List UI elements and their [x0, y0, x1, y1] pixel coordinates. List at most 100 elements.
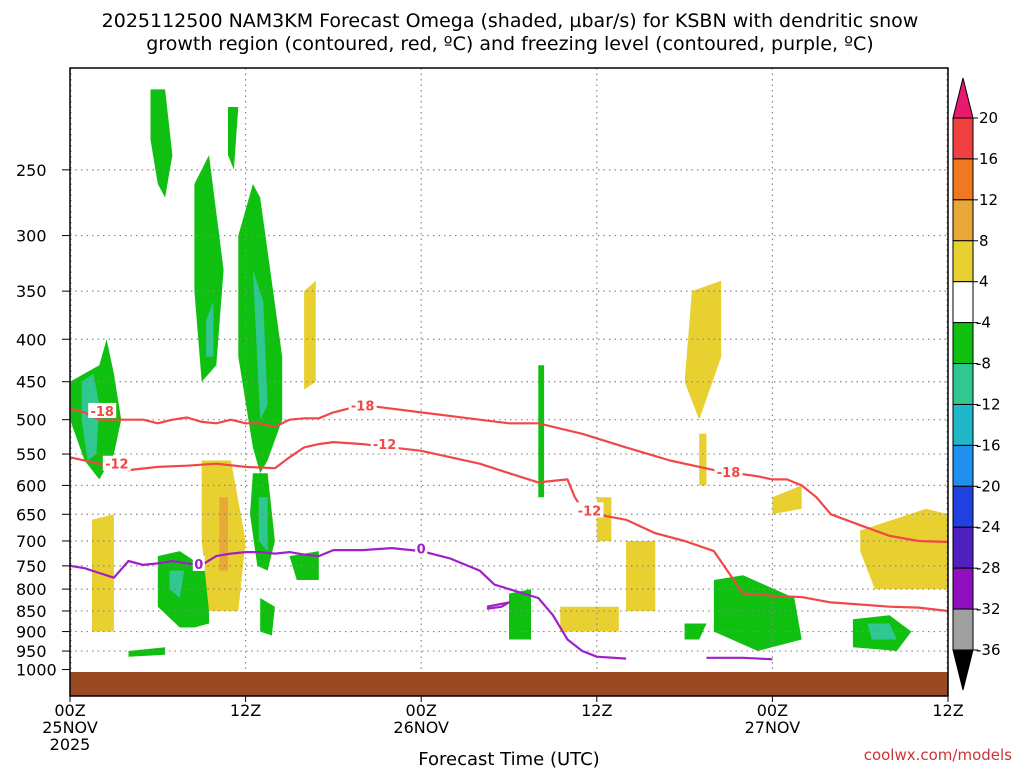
omega-region-20 [684, 623, 707, 640]
isotherm-minus12-line [69, 441, 949, 613]
freezing-level-label-1: 0 [194, 558, 203, 573]
colorbar-swatch-10 [952, 526, 974, 569]
omega-region-28 [860, 508, 948, 590]
colorbar-bottom-arrow [952, 649, 974, 691]
pressure-axis: 250 300 350 400 450 500 550 600 650 700 750 800 850 9… [16, 161, 70, 680]
omega-region-31 [560, 606, 619, 632]
colorbar-label-9: -20 [976, 477, 1001, 495]
isotherm-minus12-label-3-bg [575, 502, 604, 518]
x-tick-label-2-1: 00Z [406, 701, 437, 720]
ground-surface [70, 672, 948, 696]
y-tick-label-900: 900 [16, 623, 47, 642]
omega-region-26 [699, 433, 707, 486]
colorbar-label-10: -24 [976, 518, 1001, 536]
colorbar-label-8: -16 [976, 436, 1001, 454]
omega-region-14 [128, 647, 166, 657]
y-tick-label-550: 550 [16, 445, 47, 464]
x-tick-label-2-2: 26NOV [393, 718, 449, 737]
isotherm-minus12-label-1: -12 [105, 458, 129, 473]
colorbar-swatch-0 [952, 117, 974, 160]
x-tick-label-0-1: 00Z [54, 701, 85, 720]
y-tick-label-600: 600 [16, 476, 47, 495]
colorbar-swatch-5 [952, 322, 974, 365]
freezing-level-segment-1 [706, 656, 773, 661]
freezing-level-line [69, 546, 627, 660]
x-tick-label-1-1: 12Z [230, 701, 261, 720]
isotherm-minus12-label-2-bg [370, 436, 399, 452]
isotherm-minus12-label-2: -12 [373, 438, 397, 453]
isotherm-minus18-label-2-bg [348, 397, 377, 413]
colorbar-swatch-8 [952, 444, 974, 487]
y-tick-label-700: 700 [16, 532, 47, 551]
x-axis-label: Forecast Time (UTC) [418, 749, 599, 768]
grid-lines [70, 68, 948, 696]
x-tick-label-4-1: 00Z [757, 701, 788, 720]
omega-region-27 [772, 485, 802, 515]
colorbar-top-arrow [952, 77, 974, 119]
isotherm-minus12-label-3: -12 [578, 504, 602, 519]
omega-region-16 [509, 589, 531, 640]
colorbar-label-6: -8 [976, 355, 991, 373]
colorbar-label-5: -4 [976, 314, 991, 332]
colorbar-label-4: 4 [979, 273, 989, 291]
omega-region-19 [867, 623, 897, 640]
x-tick-label-3-1: 12Z [581, 701, 612, 720]
omega-region-9 [258, 497, 268, 552]
isotherm-minus12-label-1-bg [102, 455, 131, 471]
temperature-contours: -18 -18 -18 -12 -12 -12 0 0 [69, 397, 949, 661]
colorbar-label-3: 8 [979, 232, 989, 250]
isotherm-minus18-label-1-bg [88, 402, 117, 418]
colorbar-swatch-6 [952, 363, 974, 405]
x-tick-label-0-2: 25NOV [42, 718, 98, 737]
y-tick-label-1000: 1000 [16, 661, 57, 680]
colorbar-swatch-2 [952, 199, 974, 242]
isotherm-minus18-label-1: -18 [90, 405, 114, 420]
y-tick-label-450: 450 [16, 373, 47, 392]
colorbar-swatch-1 [952, 158, 974, 201]
plot-area: -18 -18 -18 -12 -12 -12 0 0 [69, 67, 949, 697]
colorbar-label-11: -28 [976, 559, 1001, 577]
freezing-level-label-2: 0 [417, 543, 426, 558]
y-tick-label-650: 650 [16, 505, 47, 524]
x-tick-label-0-3: 2025 [50, 735, 91, 754]
omega-region-11 [169, 570, 185, 598]
isotherm-minus18-label-3-bg [714, 463, 743, 479]
chart-title-line2: growth region (contoured, red, ºC) and f… [146, 33, 873, 55]
omega-colorbar: 20 16 12 8 4 -4 -8 -12 -16 -20 -24 -28 -32 -36 [952, 77, 1001, 691]
x-tick-label-4-2: 27NOV [745, 718, 801, 737]
omega-region-24 [304, 280, 316, 390]
colorbar-label-13: -36 [976, 641, 1001, 659]
omega-region-30 [626, 541, 656, 611]
omega-region-15 [538, 365, 545, 498]
y-tick-label-400: 400 [16, 330, 47, 349]
y-tick-label-500: 500 [16, 411, 47, 430]
credit-text: coolwx.com/models [864, 746, 1012, 764]
omega-region-12 [260, 598, 275, 636]
colorbar-swatch-3 [952, 240, 974, 283]
colorbar-swatch-11 [952, 567, 974, 610]
y-tick-label-250: 250 [16, 161, 47, 180]
freezing-level-label-1-bg [192, 555, 205, 571]
omega-region-4 [206, 301, 214, 357]
colorbar-swatch-9 [952, 485, 974, 528]
colorbar-label-0: 20 [979, 109, 998, 127]
y-tick-label-850: 850 [16, 602, 47, 621]
omega-region-23 [219, 497, 228, 571]
colorbar-label-2: 12 [979, 191, 998, 209]
omega-region-2 [150, 89, 173, 198]
colorbar-swatch-7 [952, 403, 974, 446]
freezing-level-segment-0 [486, 601, 511, 610]
y-tick-label-750: 750 [16, 557, 47, 576]
colorbar-swatch-4 [952, 281, 974, 324]
x-tick-label-5-1: 12Z [932, 701, 963, 720]
omega-region-3 [194, 155, 224, 382]
y-tick-label-350: 350 [16, 282, 47, 301]
omega-region-13 [289, 551, 319, 580]
y-tick-label-800: 800 [16, 580, 47, 599]
omega-region-21 [92, 514, 114, 632]
omega-region-25 [684, 280, 722, 420]
y-tick-label-300: 300 [16, 227, 47, 246]
chart-title-line1: 2025112500 NAM3KM Forecast Omega (shaded… [102, 10, 919, 32]
